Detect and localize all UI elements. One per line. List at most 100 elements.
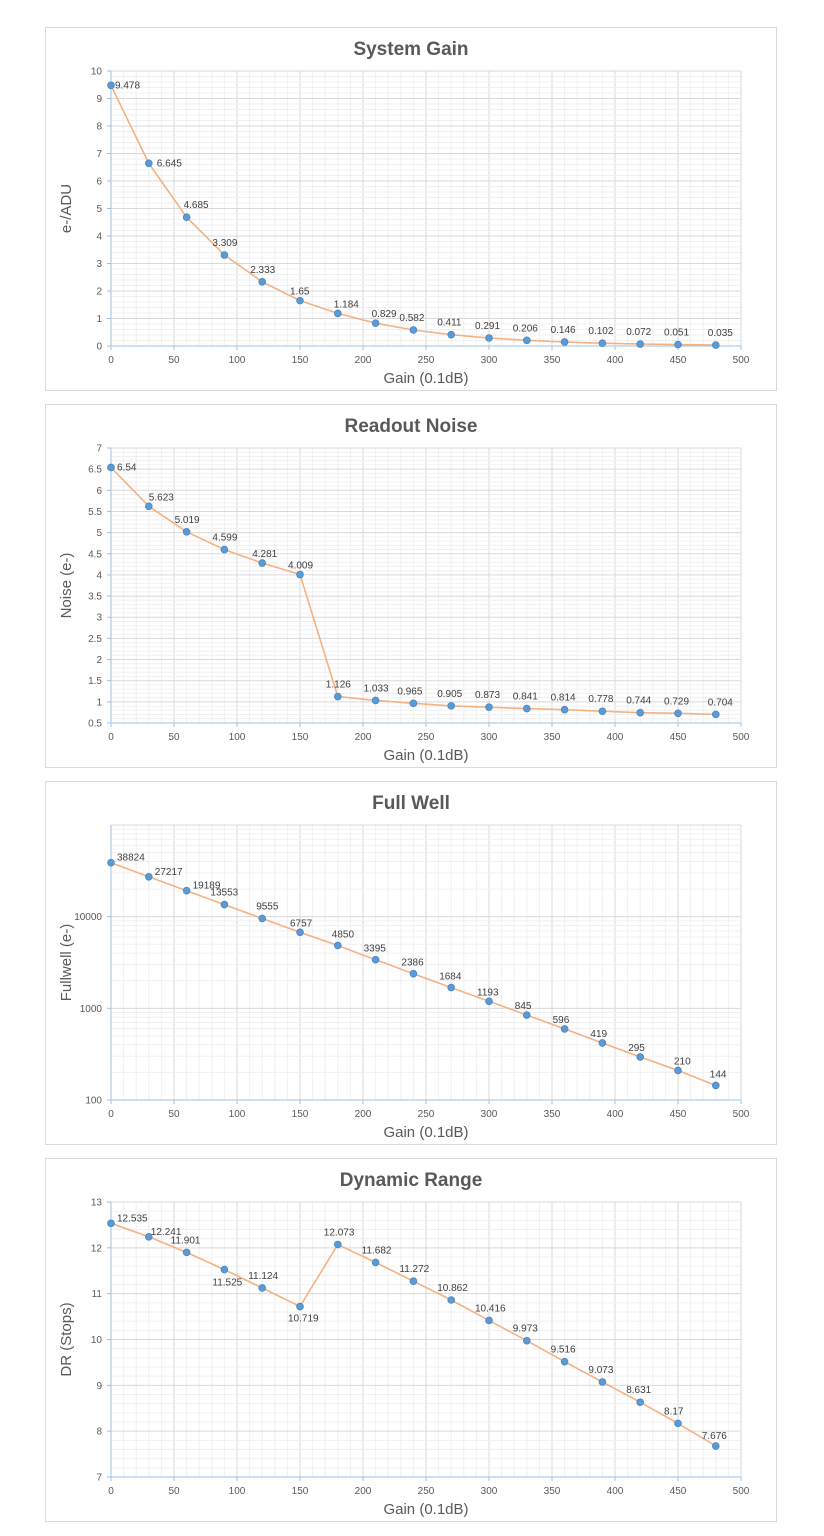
data-point (220, 251, 229, 259)
data-label: 9555 (256, 901, 279, 912)
data-label: 11.682 (362, 1245, 392, 1256)
data-label: 0.051 (664, 328, 689, 339)
data-point (333, 692, 342, 701)
data-label: 596 (553, 1015, 570, 1026)
x-tick-label: 400 (607, 732, 624, 743)
chart-full-well: Full Well 0 50 100 150 200 250 300 350 400 450 500 1… (58, 793, 750, 1141)
y-axis-title: Fullwell (e-) (58, 924, 75, 1002)
data-label: 5.623 (149, 492, 174, 503)
y-tick-label: 5.5 (88, 507, 102, 518)
data-label: 12.241 (151, 1227, 182, 1238)
data-label: 0.778 (588, 694, 613, 705)
y-axis-title: DR (Stops) (58, 1302, 75, 1376)
y-tick-label: 1 (96, 697, 102, 708)
data-label: 9.478 (115, 80, 140, 91)
x-tick-label: 200 (355, 1486, 372, 1497)
data-label: 13553 (210, 888, 238, 899)
y-tick-label: 6 (96, 486, 102, 497)
data-label: 295 (628, 1043, 645, 1054)
x-tick-label: 500 (733, 1109, 750, 1120)
x-axis-title: Gain (0.1dB) (383, 1124, 468, 1141)
x-tick-label: 350 (544, 732, 561, 743)
y-tick-label: 6.5 (88, 465, 102, 476)
data-label: 0.744 (626, 696, 651, 707)
data-point (220, 1265, 229, 1274)
data-point (107, 463, 115, 472)
x-tick-label: 250 (418, 355, 435, 366)
x-tick-label: 50 (168, 1486, 180, 1497)
y-tick-label: 3 (96, 259, 102, 270)
y-tick-label: 0 (96, 342, 102, 353)
x-tick-label: 500 (733, 732, 750, 743)
data-label: 4.009 (288, 561, 313, 572)
data-label: 8.631 (626, 1385, 651, 1396)
data-point (296, 296, 304, 305)
data-point (636, 340, 644, 348)
data-point (674, 340, 682, 349)
data-point (371, 319, 380, 328)
data-label: 9.073 (588, 1365, 613, 1376)
chart-title: System Gain (353, 39, 468, 60)
x-tick-label: 100 (229, 355, 246, 366)
data-point (674, 709, 682, 718)
y-tick-label: 5 (96, 528, 102, 539)
y-tick-label: 3.5 (88, 592, 102, 603)
data-label: 210 (674, 1056, 691, 1067)
x-tick-label: 450 (670, 1109, 687, 1120)
chart-title: Readout Noise (344, 416, 477, 437)
x-tick-label: 250 (418, 1109, 435, 1120)
data-label: 1684 (439, 972, 462, 983)
data-point (258, 559, 267, 567)
x-tick-label: 250 (418, 732, 435, 743)
data-label: 11.124 (248, 1271, 278, 1282)
data-point (182, 528, 191, 536)
y-axis-title: Noise (e-) (58, 553, 75, 619)
data-label: 0.873 (475, 690, 500, 701)
x-tick-label: 200 (355, 355, 372, 366)
y-tick-label: 6 (96, 177, 102, 188)
data-label: 9.973 (513, 1324, 538, 1335)
data-point (409, 699, 418, 708)
data-label: 5.019 (175, 515, 200, 526)
y-tick-label: 7 (96, 1473, 102, 1484)
data-point (485, 1316, 493, 1325)
y-tick-label: 9 (96, 1381, 102, 1392)
data-point (258, 1284, 267, 1292)
data-label: 419 (590, 1029, 607, 1040)
data-label: 4.599 (212, 533, 237, 544)
data-point (636, 708, 644, 717)
data-point (371, 1258, 380, 1267)
data-point (447, 1296, 456, 1304)
data-label: 11.272 (399, 1264, 429, 1275)
x-tick-label: 150 (292, 355, 309, 366)
y-tick-label: 10 (91, 67, 103, 78)
y-tick-label: 4.5 (88, 549, 102, 560)
data-label: 0.072 (626, 327, 651, 338)
data-label: 0.206 (513, 323, 538, 334)
data-label: 27217 (155, 867, 183, 878)
data-label: 3395 (364, 944, 387, 955)
y-tick-label: 1.5 (88, 676, 102, 687)
data-label: 845 (515, 1001, 532, 1012)
data-point (636, 1053, 644, 1061)
data-point (182, 886, 191, 895)
data-label: 12.073 (324, 1227, 355, 1238)
data-label: 0.965 (397, 686, 422, 697)
data-label: 144 (710, 1069, 727, 1080)
y-tick-label: 100 (85, 1096, 102, 1107)
x-axis-title: Gain (0.1dB) (383, 1501, 468, 1518)
y-tick-label: 13 (91, 1198, 103, 1209)
y-tick-label: 4 (96, 232, 102, 243)
data-point (371, 696, 380, 705)
data-point (447, 702, 456, 710)
y-tick-label: 1000 (80, 1004, 103, 1015)
x-tick-label: 200 (355, 732, 372, 743)
grid (110, 70, 742, 347)
x-tick-label: 50 (168, 1109, 180, 1120)
data-point (447, 983, 456, 992)
data-point (145, 1232, 153, 1241)
y-tick-label: 12 (91, 1243, 103, 1254)
x-tick-label: 500 (733, 1486, 750, 1497)
chart-panel-full-well: Full Well 0 50 100 150 200 250 300 350 400 450 500 1… (45, 781, 777, 1145)
chart-dynamic-range-group: Dynamic Range 0 50 100 150 200 250 300 350 400 450… (58, 1170, 750, 1518)
